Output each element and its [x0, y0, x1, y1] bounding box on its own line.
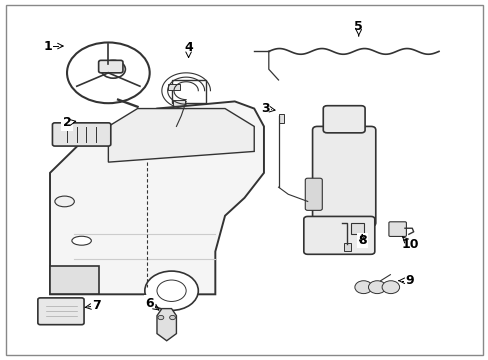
Ellipse shape [55, 196, 74, 207]
Text: 10: 10 [400, 238, 418, 251]
Polygon shape [50, 102, 264, 294]
Polygon shape [157, 309, 176, 341]
Bar [50, 266, 99, 294]
Bar [168, 84, 180, 90]
FancyBboxPatch shape [303, 216, 374, 254]
Bar [173, 100, 184, 106]
FancyBboxPatch shape [38, 298, 84, 325]
Text: 2: 2 [62, 116, 71, 129]
Bar [351, 223, 363, 234]
Bar [344, 243, 351, 251]
Bar [278, 114, 284, 123]
FancyBboxPatch shape [305, 178, 322, 210]
Circle shape [354, 281, 372, 294]
FancyBboxPatch shape [323, 106, 365, 133]
Text: 9: 9 [405, 274, 413, 287]
Text: 6: 6 [145, 297, 154, 310]
Circle shape [144, 271, 198, 310]
Text: 7: 7 [92, 299, 101, 312]
Circle shape [368, 281, 385, 294]
Circle shape [158, 315, 163, 320]
Text: 1: 1 [43, 40, 52, 53]
Circle shape [169, 315, 175, 320]
Text: 5: 5 [354, 20, 363, 33]
Text: 4: 4 [184, 41, 193, 54]
FancyBboxPatch shape [99, 60, 122, 73]
FancyBboxPatch shape [312, 126, 375, 226]
FancyBboxPatch shape [388, 222, 406, 237]
Circle shape [381, 281, 399, 294]
Text: 3: 3 [261, 102, 269, 115]
FancyBboxPatch shape [52, 123, 111, 146]
Ellipse shape [72, 236, 91, 245]
Text: 8: 8 [357, 234, 366, 247]
Polygon shape [108, 109, 254, 162]
